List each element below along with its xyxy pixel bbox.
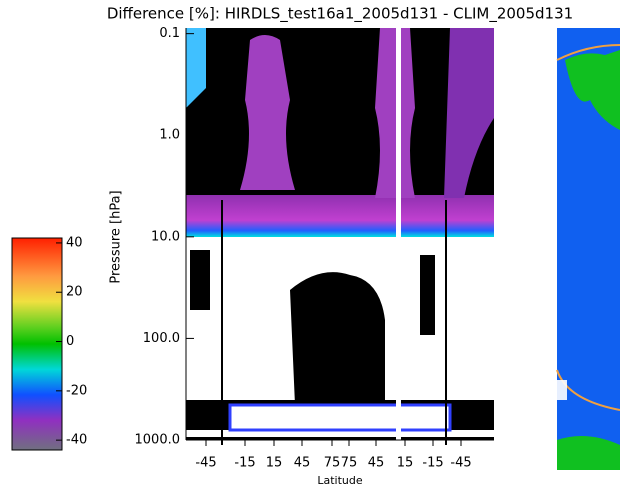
colorbar (11, 237, 63, 451)
y-tick-label: 0.1 (159, 26, 180, 41)
colorbar-tick-label: 40 (66, 235, 83, 250)
y-axis-label: Pressure [hPa] (109, 190, 124, 283)
y-tick-label: 10.0 (151, 229, 180, 244)
x-tick-label: -45 (195, 456, 216, 471)
x-tick-label: -15 (422, 456, 443, 471)
colorbar-tick-label: -20 (66, 383, 87, 398)
x-tick-label: 75 (341, 456, 358, 471)
x-tick-label: 75 (324, 456, 341, 471)
x-tick-label: 15 (266, 456, 283, 471)
y-tick-label: 1.0 (159, 128, 180, 143)
chart-title: Difference [%]: HIRDLS_test16a1_2005d131… (107, 5, 573, 24)
x-tick-label: 45 (294, 456, 311, 471)
y-tick-label: 1000.0 (135, 433, 181, 448)
heatmap (186, 28, 494, 445)
x-tick-label: -15 (234, 456, 255, 471)
x-axis-label: Latitude (317, 474, 363, 487)
y-tick-label: 100.0 (143, 331, 180, 346)
colorbar-tick-label: 0 (66, 334, 74, 349)
x-tick-label: -45 (450, 456, 471, 471)
map (556, 28, 620, 470)
colorbar-tick-label: -40 (66, 433, 87, 448)
colorbar-tick-label: 20 (66, 285, 83, 300)
x-tick-label: 45 (368, 456, 385, 471)
x-tick-label: 15 (397, 456, 414, 471)
